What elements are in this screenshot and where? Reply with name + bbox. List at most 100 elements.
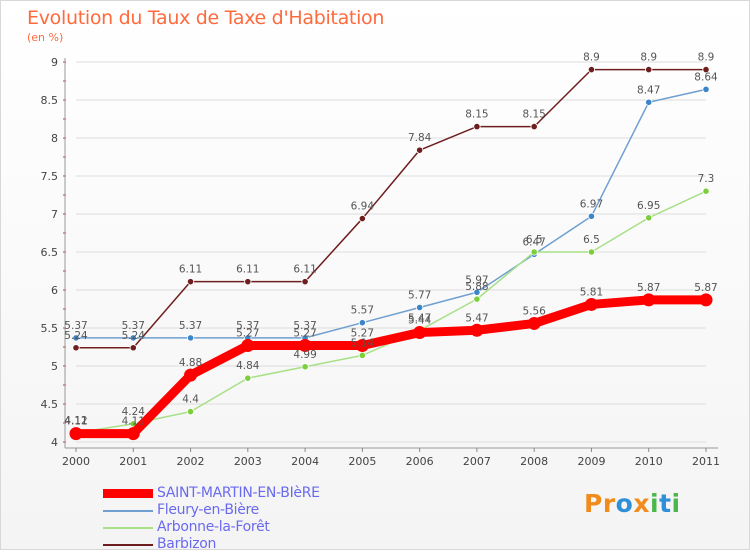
series-point-1 (416, 303, 424, 312)
series-point-0 (358, 214, 366, 223)
series-point-0 (645, 66, 653, 74)
data-label-2: 6.5 (583, 234, 600, 246)
series-point-0 (473, 123, 481, 131)
x-tick-label: 2008 (520, 455, 548, 468)
proxiti-logo: Proxiti (584, 489, 681, 518)
data-label-3: 5.27 (236, 327, 259, 339)
x-tick-label: 2011 (692, 455, 720, 468)
legend-label: Arbonne-la-Forêt (157, 519, 270, 535)
series-point-2 (645, 214, 653, 222)
series-point-1 (702, 85, 710, 93)
data-label-2: 6.5 (526, 234, 543, 246)
data-label-3: 5.87 (637, 282, 660, 294)
y-tick-label: 8 (51, 132, 58, 145)
legend-label: Fleury-en-Bière (157, 502, 259, 518)
series-point-3 (699, 293, 713, 307)
series-point-3 (527, 316, 541, 330)
series-point-1 (645, 98, 653, 106)
series-point-2 (530, 248, 538, 256)
data-label-0: 5.24 (122, 330, 146, 342)
data-label-3: 5.27 (351, 327, 374, 339)
data-label-2: 4.84 (236, 360, 260, 372)
series-point-3 (642, 293, 656, 307)
x-tick-label: 2000 (62, 455, 90, 468)
series-point-1 (72, 334, 80, 342)
series-point-2 (129, 420, 137, 428)
data-label-3: 4.88 (179, 357, 202, 369)
x-tick-label: 2006 (406, 455, 434, 468)
y-tick-label: 5 (51, 360, 58, 373)
series-point-1 (186, 334, 195, 342)
series-point-1 (358, 319, 366, 327)
data-label-1: 5.97 (465, 274, 488, 286)
data-label-3: 5.81 (580, 286, 603, 298)
y-tick-label: 4.5 (41, 398, 59, 411)
series-line-3 (71, 295, 711, 439)
legend-swatch (103, 510, 153, 512)
data-label-3: 5.27 (293, 327, 316, 339)
series-point-2 (587, 248, 596, 256)
data-label-0: 5.24 (64, 330, 88, 342)
chart-title: Evolution du Taux de Taxe d'Habitation (27, 7, 385, 29)
y-tick-label: 9 (51, 56, 58, 69)
data-label-1: 5.37 (64, 320, 87, 332)
data-label-1: 8.47 (637, 84, 660, 96)
data-label-1: 5.77 (408, 289, 431, 301)
data-label-0: 6.94 (351, 201, 375, 213)
y-tick-label: 7 (51, 208, 58, 221)
data-label-3: 5.87 (694, 282, 717, 294)
data-label-0: 6.11 (293, 264, 316, 276)
data-label-0: 6.11 (179, 264, 202, 276)
logo-letter: r (602, 489, 616, 518)
series-point-3 (470, 323, 484, 337)
data-label-3: 4.11 (64, 416, 87, 428)
series-point-3 (126, 427, 140, 441)
logo-letter: o (615, 489, 634, 518)
data-label-1: 5.37 (122, 320, 145, 332)
series-point-1 (587, 212, 596, 220)
x-tick-label: 2001 (119, 455, 147, 468)
data-label-1: 5.57 (351, 305, 374, 317)
series-point-0 (301, 278, 309, 286)
data-label-0: 7.84 (408, 132, 432, 144)
series-point-2 (244, 374, 252, 382)
series-point-0 (416, 146, 424, 154)
legend-swatch (103, 544, 153, 546)
series-point-2 (702, 187, 710, 195)
data-label-0: 8.15 (465, 109, 488, 121)
data-label-0: 6.11 (236, 264, 259, 276)
data-label-1: 6.97 (580, 198, 603, 210)
y-tick-label: 4 (51, 436, 58, 449)
data-label-1: 6.47 (522, 236, 545, 248)
x-tick-label: 2007 (463, 455, 491, 468)
series-point-3 (413, 326, 427, 340)
y-tick-label: 7.5 (41, 170, 59, 183)
x-tick-label: 2005 (348, 455, 376, 468)
legend-label: SAINT-MARTIN-EN-BIèRE (157, 485, 320, 501)
series-point-0 (702, 66, 710, 74)
y-tick-label: 6.5 (41, 246, 59, 259)
data-label-0: 8.9 (640, 52, 657, 64)
series-point-0 (186, 278, 195, 286)
data-label-2: 4.12 (64, 415, 87, 427)
logo-letter: t (659, 489, 672, 518)
series-point-3 (184, 368, 198, 382)
series-point-0 (587, 66, 596, 74)
series-point-3 (69, 427, 83, 441)
data-label-1: 5.37 (293, 320, 316, 332)
data-label-2: 5.88 (465, 281, 488, 293)
data-label-2: 5.14 (351, 337, 375, 349)
data-label-2: 4.4 (182, 394, 199, 406)
data-label-1: 5.37 (179, 320, 202, 332)
data-label-2: 7.3 (698, 173, 715, 185)
data-label-3: 5.44 (408, 315, 432, 327)
y-axis-unit-label: (en %) (27, 31, 64, 44)
data-label-0: 8.9 (698, 52, 715, 64)
series-point-3 (355, 338, 369, 352)
series-point-0 (244, 278, 252, 286)
data-label-3: 5.56 (522, 305, 546, 317)
series-point-3 (241, 338, 255, 352)
data-label-1: 8.64 (694, 71, 718, 83)
